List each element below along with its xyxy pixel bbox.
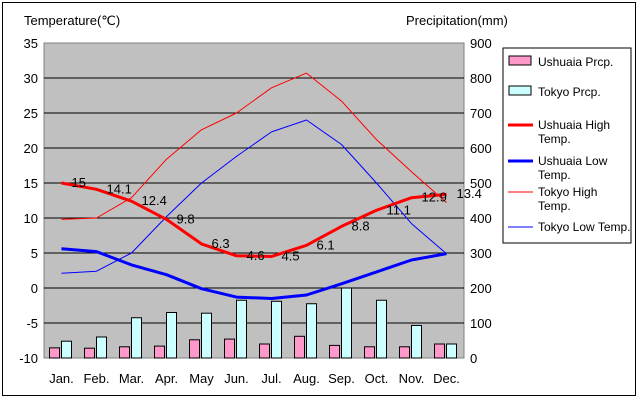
temp-line-1 bbox=[61, 247, 447, 300]
right-tick-label: 700 bbox=[470, 106, 492, 121]
data-label: 4.5 bbox=[282, 249, 300, 264]
x-tick-label: May bbox=[189, 371, 214, 386]
data-label: 6.1 bbox=[317, 237, 335, 252]
precip-bar-ushuaia bbox=[434, 343, 445, 359]
right-tick-label: 100 bbox=[470, 316, 492, 331]
right-tick-label: 900 bbox=[470, 36, 492, 51]
right-tick-label: 400 bbox=[470, 211, 492, 226]
left-tick-label: 25 bbox=[24, 106, 38, 121]
left-tick-label: 10 bbox=[24, 211, 38, 226]
precip-bar-tokyo bbox=[306, 303, 317, 359]
legend-label: Ushuaia High bbox=[538, 118, 610, 132]
precip-bar-ushuaia bbox=[259, 343, 270, 359]
left-tick-label: -5 bbox=[26, 316, 38, 331]
right-tick-label: 800 bbox=[470, 71, 492, 86]
left-tick-label: 15 bbox=[24, 176, 38, 191]
right-tick-label: 0 bbox=[470, 351, 477, 366]
precip-bar-ushuaia bbox=[364, 346, 375, 359]
x-tick-label: Aug. bbox=[293, 371, 320, 386]
left-tick-label: -10 bbox=[19, 351, 38, 366]
right-axis-title: Precipitation(mm) bbox=[406, 13, 508, 28]
precip-bar-tokyo bbox=[201, 312, 212, 359]
left-axis-title: Temperature(℃) bbox=[24, 13, 120, 28]
precip-bar-ushuaia bbox=[329, 344, 340, 359]
precip-bar-tokyo bbox=[376, 299, 387, 359]
legend-box bbox=[502, 47, 632, 244]
data-label: 8.8 bbox=[352, 218, 370, 233]
x-tick-label: Feb. bbox=[83, 371, 109, 386]
data-label: 9.8 bbox=[177, 211, 195, 226]
plot-area bbox=[43, 42, 465, 359]
precip-bar-tokyo bbox=[236, 299, 247, 359]
x-tick-label: Jul. bbox=[261, 371, 281, 386]
x-tick-label: Jun. bbox=[224, 371, 249, 386]
x-tick-label: Oct. bbox=[365, 371, 389, 386]
legend-label: Temp. bbox=[538, 132, 571, 146]
precip-bar-ushuaia bbox=[399, 346, 410, 359]
x-tick-label: Nov. bbox=[399, 371, 425, 386]
data-label: 6.3 bbox=[212, 236, 230, 251]
legend-label: Ushuaia Prcp. bbox=[538, 55, 613, 69]
precip-bar-ushuaia bbox=[224, 338, 235, 359]
data-label: 13.4 bbox=[457, 186, 482, 201]
right-tick-label: 300 bbox=[470, 246, 492, 261]
legend-swatch bbox=[508, 55, 532, 66]
legend-label: Temp. bbox=[538, 199, 571, 213]
data-label: 14.1 bbox=[107, 181, 132, 196]
precip-bar-tokyo bbox=[411, 324, 422, 359]
legend-label: Ushuaia Low bbox=[538, 154, 608, 168]
legend-label: Temp. bbox=[538, 168, 571, 182]
x-tick-label: Mar. bbox=[119, 371, 144, 386]
data-label: 15 bbox=[72, 175, 86, 190]
temp-line-3 bbox=[61, 119, 447, 274]
precip-bar-tokyo bbox=[446, 343, 457, 359]
right-tick-label: 200 bbox=[470, 281, 492, 296]
precip-bar-tokyo bbox=[166, 312, 177, 359]
precip-bar-tokyo bbox=[96, 336, 107, 359]
precip-bar-ushuaia bbox=[84, 347, 95, 359]
left-tick-label: 20 bbox=[24, 141, 38, 156]
data-label: 4.6 bbox=[247, 248, 265, 263]
precip-bar-tokyo bbox=[61, 340, 72, 359]
data-label: 11.1 bbox=[387, 202, 411, 217]
x-tick-label: Apr. bbox=[155, 371, 178, 386]
legend-label: Tokyo Prcp. bbox=[538, 85, 601, 99]
data-label: 12.9 bbox=[422, 190, 447, 205]
x-tick-label: Jan. bbox=[49, 371, 74, 386]
left-tick-label: 5 bbox=[31, 246, 38, 261]
right-tick-label: 600 bbox=[470, 141, 492, 156]
precip-bar-ushuaia bbox=[294, 335, 305, 359]
left-tick-label: 0 bbox=[31, 281, 38, 296]
precip-bar-tokyo bbox=[341, 287, 352, 359]
right-tick-label: 500 bbox=[470, 176, 492, 191]
x-tick-label: Sep. bbox=[328, 371, 355, 386]
precip-bar-ushuaia bbox=[119, 346, 130, 359]
x-tick-label: Dec. bbox=[433, 371, 460, 386]
legend-label: Tokyo Low Temp. bbox=[538, 220, 631, 234]
precip-bar-ushuaia bbox=[154, 345, 165, 359]
precip-bar-ushuaia bbox=[189, 339, 200, 359]
left-tick-label: 30 bbox=[24, 71, 38, 86]
data-label: 12.4 bbox=[142, 193, 167, 208]
left-tick-label: 35 bbox=[24, 36, 38, 51]
legend-label: Tokyo High bbox=[538, 185, 597, 199]
precip-bar-tokyo bbox=[131, 317, 142, 359]
precip-bar-tokyo bbox=[271, 300, 282, 359]
legend-swatch bbox=[508, 85, 532, 96]
temp-line-2 bbox=[61, 72, 447, 220]
temp-line-0 bbox=[61, 181, 447, 258]
precip-bar-ushuaia bbox=[49, 347, 60, 359]
